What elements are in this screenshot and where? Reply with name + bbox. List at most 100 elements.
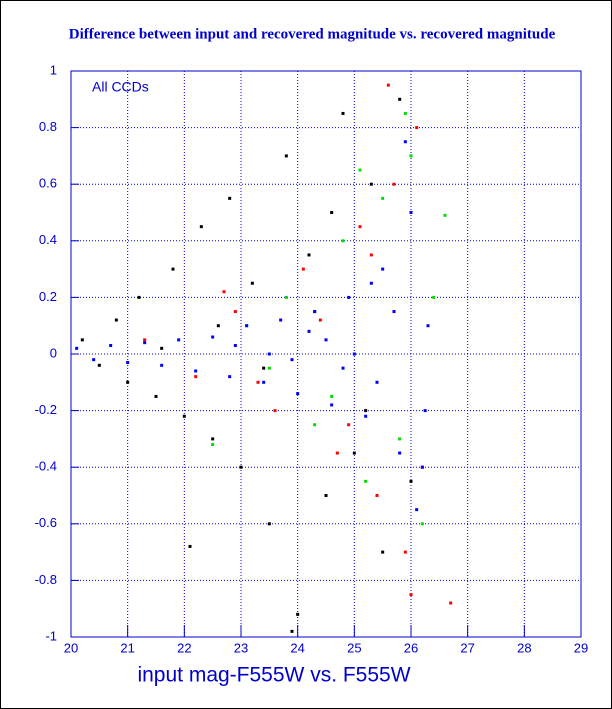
point xyxy=(369,281,373,285)
point xyxy=(341,239,345,243)
point xyxy=(398,437,402,441)
point xyxy=(154,394,158,398)
y-tick-label: 0.2 xyxy=(39,289,57,304)
x-tick-label: 25 xyxy=(347,640,361,655)
point xyxy=(137,295,141,299)
point xyxy=(403,111,407,115)
point xyxy=(114,318,118,322)
point xyxy=(381,196,385,200)
point xyxy=(239,465,243,469)
point xyxy=(443,213,447,217)
point xyxy=(267,522,271,526)
y-tick-label: 0.8 xyxy=(39,119,57,134)
point xyxy=(250,281,254,285)
point xyxy=(307,253,311,257)
point xyxy=(211,437,215,441)
point xyxy=(92,358,96,362)
x-tick-label: 23 xyxy=(234,640,248,655)
point xyxy=(290,629,294,633)
point xyxy=(228,196,232,200)
point xyxy=(233,310,237,314)
point xyxy=(369,253,373,257)
point xyxy=(415,508,419,512)
point xyxy=(290,358,294,362)
point xyxy=(375,494,379,497)
point xyxy=(188,544,192,548)
point xyxy=(199,225,203,229)
plot-frame xyxy=(70,70,582,638)
y-tick-label: -0.8 xyxy=(35,572,57,587)
point xyxy=(403,140,407,144)
point xyxy=(369,182,373,186)
point xyxy=(262,380,266,384)
point xyxy=(262,366,266,370)
point xyxy=(335,451,339,455)
point xyxy=(420,522,424,526)
point xyxy=(381,550,385,554)
point xyxy=(347,423,351,427)
y-tick-label: -0.6 xyxy=(35,515,57,530)
point xyxy=(352,451,356,455)
point xyxy=(330,394,334,398)
point xyxy=(381,267,385,271)
point xyxy=(307,329,311,333)
point xyxy=(330,211,334,214)
point xyxy=(194,375,198,379)
y-tick-label: 0 xyxy=(50,345,57,360)
point xyxy=(211,335,215,339)
x-tick-label: 29 xyxy=(574,640,588,655)
point xyxy=(109,344,113,348)
point xyxy=(386,83,390,87)
x-axis-label: input mag-F555W vs. F555W xyxy=(137,664,410,687)
point xyxy=(143,341,147,345)
point xyxy=(330,403,334,407)
point xyxy=(392,182,396,186)
x-tick-label: 20 xyxy=(64,640,78,655)
point xyxy=(423,409,427,413)
y-tick-label: -0.4 xyxy=(35,459,57,474)
point xyxy=(75,346,79,350)
point xyxy=(347,295,351,299)
point xyxy=(432,295,436,299)
point xyxy=(301,267,305,271)
point xyxy=(160,363,164,367)
x-tick-label: 24 xyxy=(290,640,304,655)
point xyxy=(279,318,283,322)
y-tick-label: -1 xyxy=(45,628,57,643)
point xyxy=(324,338,328,342)
point xyxy=(273,409,277,413)
point xyxy=(375,380,379,384)
point xyxy=(177,338,181,342)
y-tick-label: 1 xyxy=(50,62,57,77)
point xyxy=(211,443,215,447)
point xyxy=(296,612,300,616)
point xyxy=(420,465,424,469)
point xyxy=(245,324,249,328)
point xyxy=(97,363,101,367)
point xyxy=(409,211,413,214)
point xyxy=(80,338,84,342)
point xyxy=(313,423,317,427)
point xyxy=(228,375,232,379)
point xyxy=(296,392,300,396)
point xyxy=(284,154,288,158)
point xyxy=(313,310,317,314)
point xyxy=(398,451,402,455)
point xyxy=(364,409,368,413)
y-tick-label: -0.2 xyxy=(35,402,57,417)
y-tick-label: 0.4 xyxy=(39,232,57,247)
point xyxy=(284,295,288,299)
point xyxy=(171,267,175,271)
point xyxy=(194,369,198,373)
point xyxy=(216,324,220,328)
point xyxy=(403,550,407,554)
point xyxy=(126,380,130,384)
point xyxy=(267,366,271,370)
point xyxy=(358,168,362,172)
point xyxy=(324,494,328,497)
x-tick-label: 21 xyxy=(120,640,134,655)
point xyxy=(143,338,147,342)
x-tick-label: 26 xyxy=(404,640,418,655)
point xyxy=(267,352,271,356)
